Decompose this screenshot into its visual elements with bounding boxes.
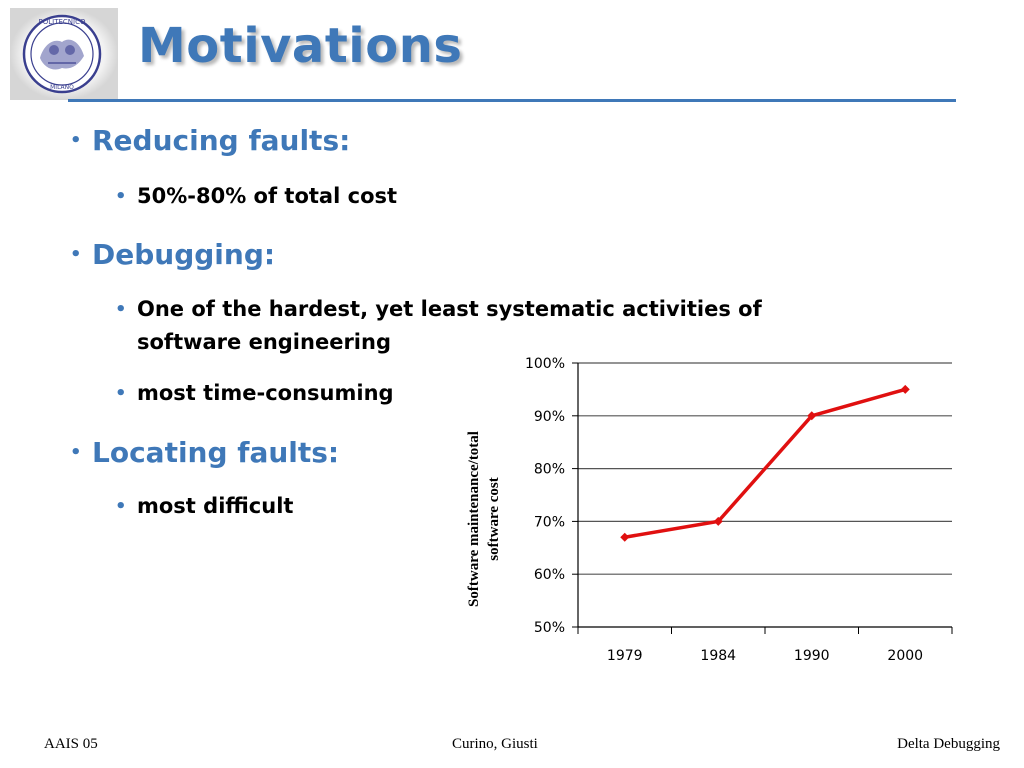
- bullet-dot-icon: •: [115, 299, 127, 320]
- sub-bullet-text: software engineering: [137, 330, 391, 354]
- y-axis-label-line1: Software maintenance/total: [466, 431, 482, 607]
- bullet-label: Locating faults:: [92, 436, 340, 469]
- maintenance-cost-chart: 50% 60% 70% 80% 90% 100% 1979 1984 1990 2000 Sof…: [466, 356, 953, 664]
- y-tick-label: 60%: [534, 567, 565, 583]
- chart-x-ticks: 1979 1984 1990 2000: [577, 627, 953, 664]
- footer-left: AAIS 05: [44, 736, 98, 752]
- sub-bullet-hardest: • One of the hardest, yet least systemat…: [115, 297, 762, 321]
- sub-bullet-most-difficult: • most difficult: [115, 494, 294, 518]
- chart-points: [620, 384, 910, 542]
- data-point: [900, 384, 910, 394]
- chart-axes: [577, 363, 952, 628]
- x-tick-label: 1984: [700, 648, 736, 664]
- svg-text:POLITECNICO: POLITECNICO: [39, 18, 86, 26]
- sub-bullet-text: most time-consuming: [137, 381, 394, 405]
- series-line: [624, 387, 906, 539]
- sub-bullet-hardest-continued: software engineering: [137, 330, 391, 354]
- y-tick-label: 50%: [534, 620, 565, 636]
- bullet-reducing-faults: • Reducing faults:: [70, 124, 351, 157]
- sub-bullet-time-consuming: • most time-consuming: [115, 381, 394, 405]
- bullet-dot-icon: •: [70, 442, 82, 463]
- y-tick-label: 70%: [534, 514, 565, 530]
- footer-center: Curino, Giusti: [452, 736, 538, 752]
- bullet-label: Debugging:: [92, 238, 276, 271]
- title-rule: [68, 99, 956, 102]
- data-point: [807, 411, 817, 421]
- footer-right: Delta Debugging: [897, 736, 1000, 752]
- x-tick-label: 1979: [607, 648, 643, 664]
- y-tick-label: 100%: [525, 356, 565, 372]
- slide-title: Motivations: [138, 18, 463, 74]
- bullet-dot-icon: •: [115, 186, 127, 207]
- svg-text:MILANO: MILANO: [50, 84, 74, 91]
- bullet-dot-icon: •: [115, 383, 127, 404]
- bullet-dot-icon: •: [70, 244, 82, 265]
- x-tick-label: 2000: [887, 648, 923, 664]
- sub-bullet-total-cost: • 50%-80% of total cost: [115, 184, 398, 208]
- politecnico-logo-icon: POLITECNICO MILANO: [10, 8, 118, 100]
- bullet-dot-icon: •: [115, 496, 127, 517]
- bullet-dot-icon: •: [70, 130, 82, 151]
- x-tick-label: 1990: [794, 648, 830, 664]
- data-point: [713, 516, 723, 526]
- chart-grid: [578, 362, 952, 575]
- y-tick-label: 80%: [534, 462, 565, 478]
- bullet-debugging: • Debugging:: [70, 238, 276, 271]
- sub-bullet-text: most difficult: [137, 494, 294, 518]
- y-axis-label-line2: software cost: [486, 477, 502, 560]
- bullet-locating-faults: • Locating faults:: [70, 436, 340, 469]
- y-tick-label: 90%: [534, 409, 565, 425]
- chart-y-ticks: 50% 60% 70% 80% 90% 100%: [525, 356, 578, 636]
- data-point: [620, 532, 630, 542]
- bullet-label: Reducing faults:: [92, 124, 351, 157]
- sub-bullet-text: 50%-80% of total cost: [137, 184, 398, 208]
- sub-bullet-text: One of the hardest, yet least systematic…: [137, 297, 762, 321]
